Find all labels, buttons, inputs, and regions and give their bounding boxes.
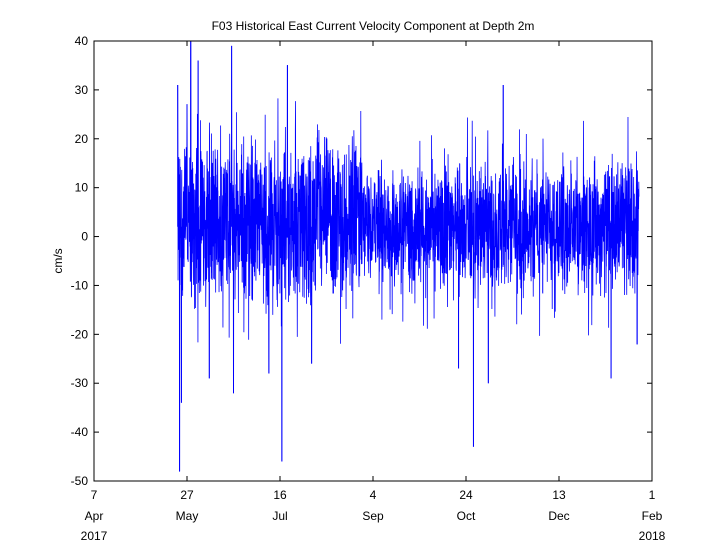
y-tick-label-6: 10 <box>75 181 89 195</box>
chart-title: F03 Historical East Current Velocity Com… <box>212 19 535 33</box>
y-tick-label-7: 20 <box>75 132 89 146</box>
y-tick-label-1: -40 <box>71 425 89 439</box>
y-tick-label-5: 0 <box>81 230 88 244</box>
x-tick-day-4: 24 <box>459 488 473 502</box>
x-tick-day-5: 13 <box>552 488 566 502</box>
x-axis: 7 Apr 2017 27 May 16 Jul 4 Sep 24 Oct 13 Dec 1 Feb 2018 <box>81 41 666 540</box>
x-tick-year-6: 2018 <box>639 529 666 540</box>
y-axis-label: cm/s <box>51 248 65 273</box>
x-tick-month-0: Apr <box>85 509 104 523</box>
x-tick-day-3: 4 <box>370 488 377 502</box>
series-line-0 <box>177 40 640 472</box>
x-tick-month-5: Dec <box>548 509 569 523</box>
y-tick-label-3: -20 <box>71 327 89 341</box>
x-tick-day-0: 7 <box>91 488 98 502</box>
series-layer <box>177 40 640 472</box>
y-tick-label-4: -10 <box>71 278 89 292</box>
y-tick-label-0: -50 <box>71 474 89 488</box>
y-tick-label-9: 40 <box>75 34 89 48</box>
x-tick-month-2: Jul <box>272 509 287 523</box>
y-tick-label-2: -30 <box>71 376 89 390</box>
x-tick-day-6: 1 <box>649 488 656 502</box>
x-tick-month-1: May <box>176 509 199 523</box>
y-axis: -50 -40 -30 -20 -10 0 10 20 30 40 <box>71 34 652 488</box>
x-tick-month-6: Feb <box>642 509 663 523</box>
x-tick-month-4: Oct <box>457 509 476 523</box>
x-tick-year-0: 2017 <box>81 529 108 540</box>
x-tick-day-1: 27 <box>180 488 194 502</box>
y-tick-label-8: 30 <box>75 83 89 97</box>
x-tick-month-3: Sep <box>362 509 384 523</box>
x-tick-day-2: 16 <box>273 488 287 502</box>
